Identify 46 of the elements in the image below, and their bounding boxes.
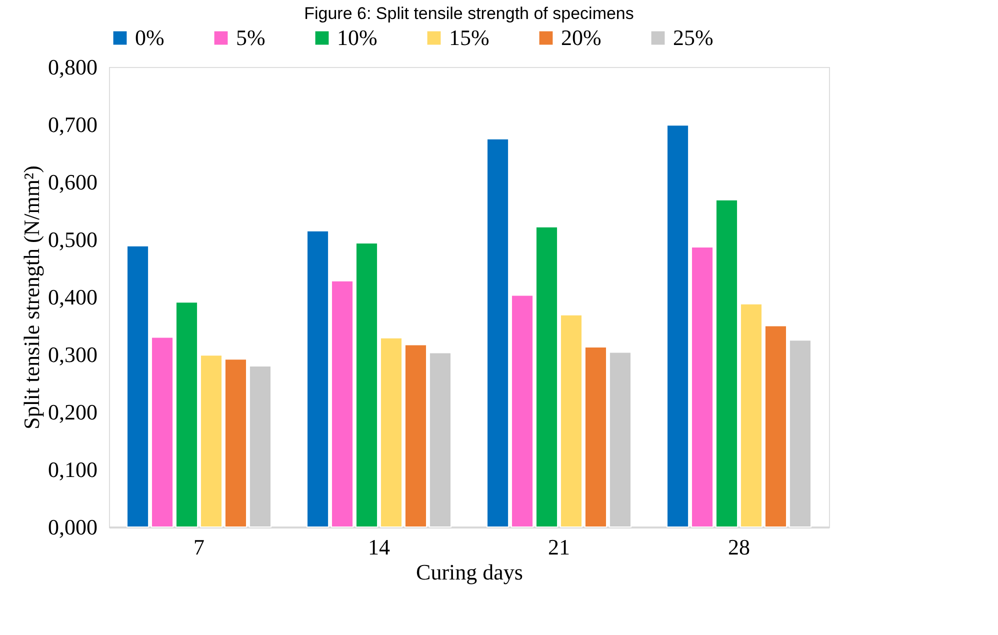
bar <box>666 124 690 528</box>
y-axis-title: Split tensile strength (N/mm²) <box>19 166 44 430</box>
legend-label: 10% <box>337 25 378 50</box>
y-tick-label: 0,500 <box>48 227 98 252</box>
legend-label: 0% <box>135 25 164 50</box>
y-tick-label: 0,100 <box>48 457 98 482</box>
bar <box>150 336 174 528</box>
bar <box>200 354 223 528</box>
y-tick-label: 0,300 <box>48 342 98 367</box>
bar <box>608 352 632 528</box>
bar <box>690 246 714 528</box>
x-tick-label: 28 <box>728 534 750 560</box>
legend-label: 5% <box>236 25 266 50</box>
x-axis-title: Curing days <box>416 560 523 584</box>
x-tick-label: 14 <box>368 534 390 560</box>
bar <box>584 346 608 528</box>
y-tick-label: 0,000 <box>48 514 98 540</box>
bar <box>788 340 812 528</box>
y-tick-label: 0,800 <box>48 54 98 80</box>
bar <box>355 242 378 528</box>
bar <box>380 337 403 528</box>
bar <box>535 226 558 528</box>
bar <box>764 325 788 528</box>
bar <box>560 314 583 528</box>
legend-label: 25% <box>673 25 714 50</box>
y-tick-label: 0,600 <box>48 170 98 194</box>
x-tick-label: 7 <box>194 534 204 560</box>
bar <box>126 245 150 528</box>
bar <box>248 366 272 528</box>
chart-title: Figure 6: Split tensile strength of specimens <box>304 4 634 23</box>
bar <box>330 280 354 528</box>
bar <box>224 358 248 528</box>
bar <box>404 344 428 528</box>
legend-label: 20% <box>561 25 602 50</box>
legend-label: 15% <box>449 25 490 50</box>
y-tick-label: 0,400 <box>48 284 98 310</box>
bar <box>510 294 534 528</box>
x-tick-label: 21 <box>548 534 570 560</box>
bar <box>740 303 763 528</box>
y-tick-label: 0,700 <box>48 112 98 137</box>
bar <box>175 302 198 528</box>
bar <box>428 352 452 528</box>
bar <box>715 199 738 528</box>
bar <box>306 230 330 528</box>
y-tick-label: 0,200 <box>48 400 98 424</box>
bar <box>486 138 510 528</box>
